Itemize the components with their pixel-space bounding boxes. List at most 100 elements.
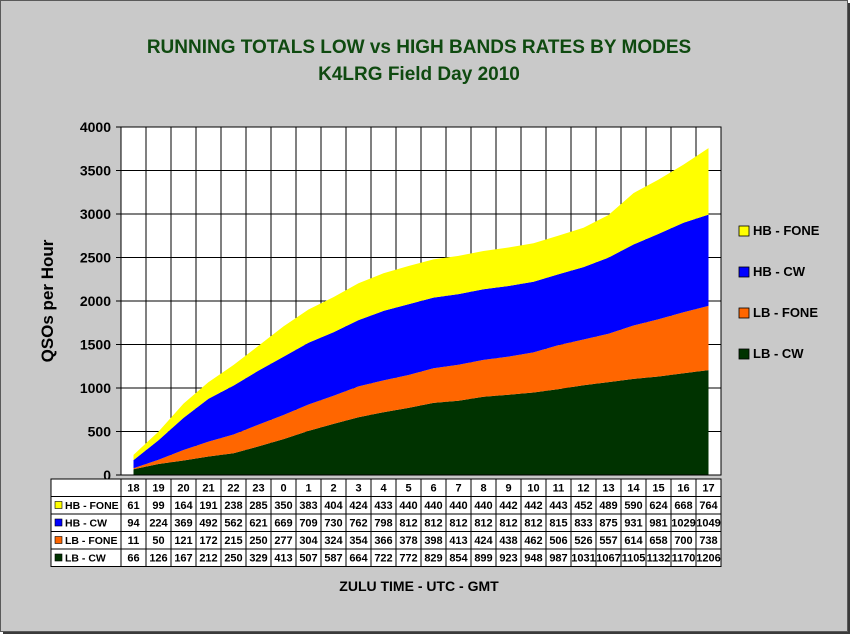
table-cell: 369 <box>174 518 192 530</box>
table-cell: 424 <box>349 500 368 512</box>
table-cell: 1170 <box>672 553 696 565</box>
table-cell: 1206 <box>696 553 720 565</box>
table-cell: 452 <box>574 500 592 512</box>
table-cell: 304 <box>299 535 318 547</box>
table-swatch-hb-cw <box>54 518 63 527</box>
table-cell: 383 <box>299 500 317 512</box>
table-cell: 833 <box>574 518 592 530</box>
legend: HB - FONE HB - CW LB - FONE LB - CW <box>738 223 820 361</box>
table-swatch-lb-fone <box>54 536 63 544</box>
legend-swatch-hb-cw <box>738 266 750 278</box>
legend-swatch-hb-fone <box>738 225 750 237</box>
table-cell: 440 <box>449 500 467 512</box>
table-cell: 812 <box>499 518 517 530</box>
legend-swatch-lb-cw <box>738 348 750 360</box>
table-header-cell: 0 <box>280 483 286 495</box>
table-cell: 489 <box>599 500 617 512</box>
table-header-cell: 4 <box>380 483 387 495</box>
table-cell: 624 <box>649 500 668 512</box>
table-row-label-hb-fone: HB - FONE <box>65 500 119 512</box>
table-header-cell: 8 <box>480 483 486 495</box>
table-header-cell: 19 <box>152 483 164 495</box>
table-cell: 238 <box>224 500 242 512</box>
table-row-label-lb-fone: LB - FONE <box>65 535 118 547</box>
legend-label-lb-cw: LB - CW <box>753 346 804 361</box>
table-cell: 899 <box>474 553 492 565</box>
table-cell: 987 <box>549 553 567 565</box>
table-cell: 669 <box>274 518 292 530</box>
table-cell: 164 <box>174 500 193 512</box>
table-header-cell: 1 <box>305 483 311 495</box>
table-header-cell: 11 <box>553 483 565 495</box>
table-cell: 438 <box>499 535 517 547</box>
table-cell: 172 <box>199 535 217 547</box>
table-cell: 191 <box>199 500 217 512</box>
table-cell: 492 <box>199 518 217 530</box>
table-cell: 354 <box>349 535 368 547</box>
table-cell: 621 <box>249 518 267 530</box>
y-tick-label: 2500 <box>80 250 111 266</box>
table-header-cell: 22 <box>227 483 239 495</box>
table-cell: 433 <box>374 500 392 512</box>
table-cell: 557 <box>599 535 617 547</box>
table-cell: 440 <box>424 500 442 512</box>
table-cell: 442 <box>499 500 517 512</box>
table-swatch-lb-cw <box>54 553 63 562</box>
table-cell: 738 <box>699 535 717 547</box>
area-lb-fone <box>133 305 709 470</box>
table-header-cell: 14 <box>627 483 640 495</box>
legend-label-hb-cw: HB - CW <box>753 264 806 279</box>
table-cell: 526 <box>574 535 592 547</box>
table-cell: 507 <box>299 553 317 565</box>
area-hb-cw <box>133 214 709 469</box>
table-cell: 506 <box>549 535 567 547</box>
legend-label-lb-fone: LB - FONE <box>753 305 818 320</box>
table-cell: 462 <box>524 535 542 547</box>
table-cell: 350 <box>274 500 292 512</box>
table-header-cell: 13 <box>602 483 614 495</box>
table-row-label-hb-cw: HB - CW <box>65 518 107 530</box>
table-cell: 277 <box>274 535 292 547</box>
table-cell: 366 <box>374 535 392 547</box>
table-cell: 126 <box>149 553 167 565</box>
table-cell: 1132 <box>647 553 671 565</box>
table-swatch-hb-fone <box>54 501 63 509</box>
table-header-cell: 21 <box>202 483 214 495</box>
table-header-cell: 20 <box>177 483 189 495</box>
table-cell: 440 <box>474 500 492 512</box>
table-cell: 442 <box>524 500 542 512</box>
y-axis-ticks: 0 500 1000 1500 2000 2500 3000 3500 4000 <box>80 119 121 483</box>
table-cell: 50 <box>152 535 164 547</box>
table-cell: 413 <box>274 553 292 565</box>
table-cell: 11 <box>128 535 140 547</box>
legend-label-hb-fone: HB - FONE <box>753 223 820 238</box>
table-cell: 772 <box>399 553 417 565</box>
table-cell: 562 <box>224 518 242 530</box>
table-header-cell: 9 <box>505 483 511 495</box>
table-cell: 324 <box>324 535 343 547</box>
table-cell: 215 <box>224 535 242 547</box>
table-cell: 812 <box>424 518 442 530</box>
table-cell: 398 <box>424 535 442 547</box>
x-axis-label: ZULU TIME - UTC - GMT <box>339 578 499 594</box>
table-cell: 709 <box>299 518 317 530</box>
y-axis-label: QSOs per Hour <box>38 239 57 362</box>
table-cell: 948 <box>524 553 542 565</box>
table-cell: 66 <box>127 553 139 565</box>
table-cell: 812 <box>524 518 542 530</box>
table-header-cell: 5 <box>405 483 411 495</box>
table-cell: 614 <box>624 535 643 547</box>
chart-title: RUNNING TOTALS LOW vs HIGH BANDS RATES B… <box>147 37 691 58</box>
table-cell: 812 <box>449 518 467 530</box>
table-cell: 1031 <box>571 553 595 565</box>
table-cell: 664 <box>349 553 368 565</box>
table-row-label-lb-cw: LB - CW <box>65 553 106 565</box>
table-cell: 722 <box>374 553 392 565</box>
table-cell: 812 <box>399 518 417 530</box>
table-header-cell: 3 <box>355 483 361 495</box>
table-cell: 61 <box>127 500 139 512</box>
table-cell: 815 <box>549 518 567 530</box>
table-header-cell: 17 <box>702 483 714 495</box>
table-cell: 798 <box>374 518 392 530</box>
table-cell: 424 <box>474 535 493 547</box>
